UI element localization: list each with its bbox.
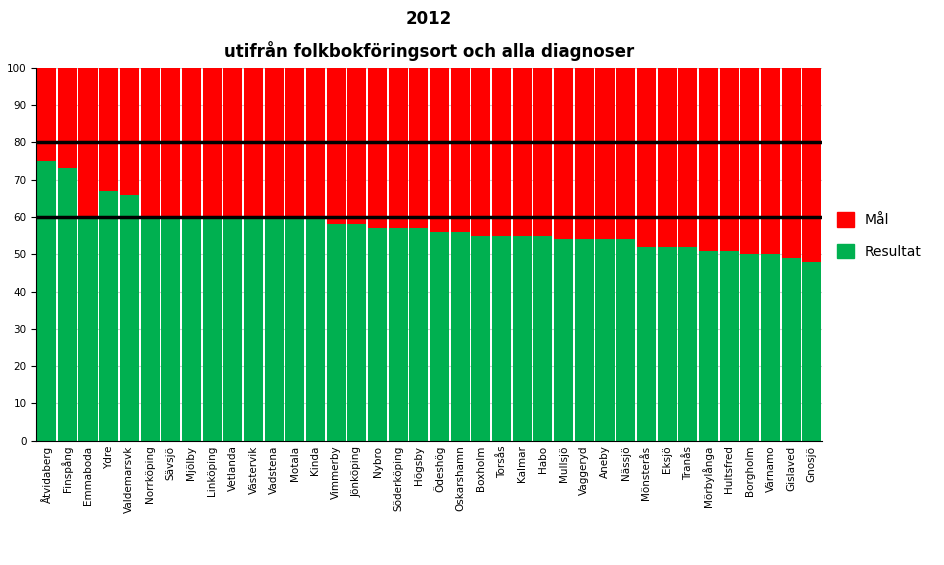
Bar — [58, 68, 76, 168]
Bar — [718, 68, 738, 250]
Bar — [760, 68, 779, 254]
Bar — [574, 240, 593, 441]
Bar — [367, 68, 387, 228]
Bar — [141, 68, 160, 217]
Bar — [595, 68, 614, 240]
Title: Måluppfyllelse enligt 7 av Socialstyrelsens indikatorer palliativ vård
2012
utif: Måluppfyllelse enligt 7 av Socialstyrels… — [110, 0, 748, 60]
Bar — [264, 68, 283, 217]
Bar — [388, 68, 407, 228]
Bar — [781, 258, 800, 441]
Bar — [99, 68, 118, 191]
Bar — [636, 247, 655, 441]
Bar — [760, 254, 779, 441]
Bar — [553, 240, 573, 441]
Bar — [718, 250, 738, 441]
Bar — [37, 68, 56, 161]
Bar — [430, 68, 448, 232]
Bar — [388, 228, 407, 441]
Bar — [739, 254, 758, 441]
Bar — [678, 68, 697, 247]
Bar — [285, 217, 304, 441]
Bar — [327, 68, 346, 224]
Bar — [161, 217, 180, 441]
Bar — [492, 68, 511, 236]
Bar — [595, 240, 614, 441]
Bar — [409, 68, 428, 228]
Bar — [181, 217, 201, 441]
Bar — [327, 224, 346, 441]
Bar — [471, 68, 490, 236]
Bar — [513, 236, 531, 441]
Bar — [37, 161, 56, 441]
Bar — [306, 217, 325, 441]
Bar — [471, 236, 490, 441]
Bar — [430, 232, 448, 441]
Legend: Mål, Resultat: Mål, Resultat — [836, 212, 920, 259]
Bar — [657, 68, 676, 247]
Bar — [99, 191, 118, 441]
Bar — [678, 247, 697, 441]
Bar — [615, 240, 634, 441]
Bar — [636, 68, 655, 247]
Bar — [244, 217, 262, 441]
Bar — [202, 217, 221, 441]
Bar — [78, 68, 97, 217]
Bar — [223, 217, 242, 441]
Bar — [450, 68, 469, 232]
Bar — [657, 247, 676, 441]
Bar — [285, 68, 304, 217]
Bar — [306, 68, 325, 217]
Bar — [492, 236, 511, 441]
Bar — [120, 194, 139, 441]
Bar — [574, 68, 593, 240]
Bar — [120, 68, 139, 194]
Bar — [141, 217, 160, 441]
Bar — [409, 228, 428, 441]
Bar — [450, 232, 469, 441]
Bar — [244, 68, 262, 217]
Bar — [264, 217, 283, 441]
Bar — [739, 68, 758, 254]
Bar — [532, 68, 552, 236]
Bar — [58, 168, 76, 441]
Bar — [78, 217, 97, 441]
Bar — [367, 228, 387, 441]
Bar — [161, 68, 180, 217]
Bar — [781, 68, 800, 258]
Bar — [801, 68, 820, 262]
Bar — [347, 224, 366, 441]
Bar — [347, 68, 366, 224]
Bar — [615, 68, 634, 240]
Bar — [202, 68, 221, 217]
Bar — [532, 236, 552, 441]
Bar — [513, 68, 531, 236]
Bar — [223, 68, 242, 217]
Bar — [699, 68, 717, 250]
Bar — [181, 68, 201, 217]
Bar — [553, 68, 573, 240]
Bar — [699, 250, 717, 441]
Bar — [801, 262, 820, 441]
